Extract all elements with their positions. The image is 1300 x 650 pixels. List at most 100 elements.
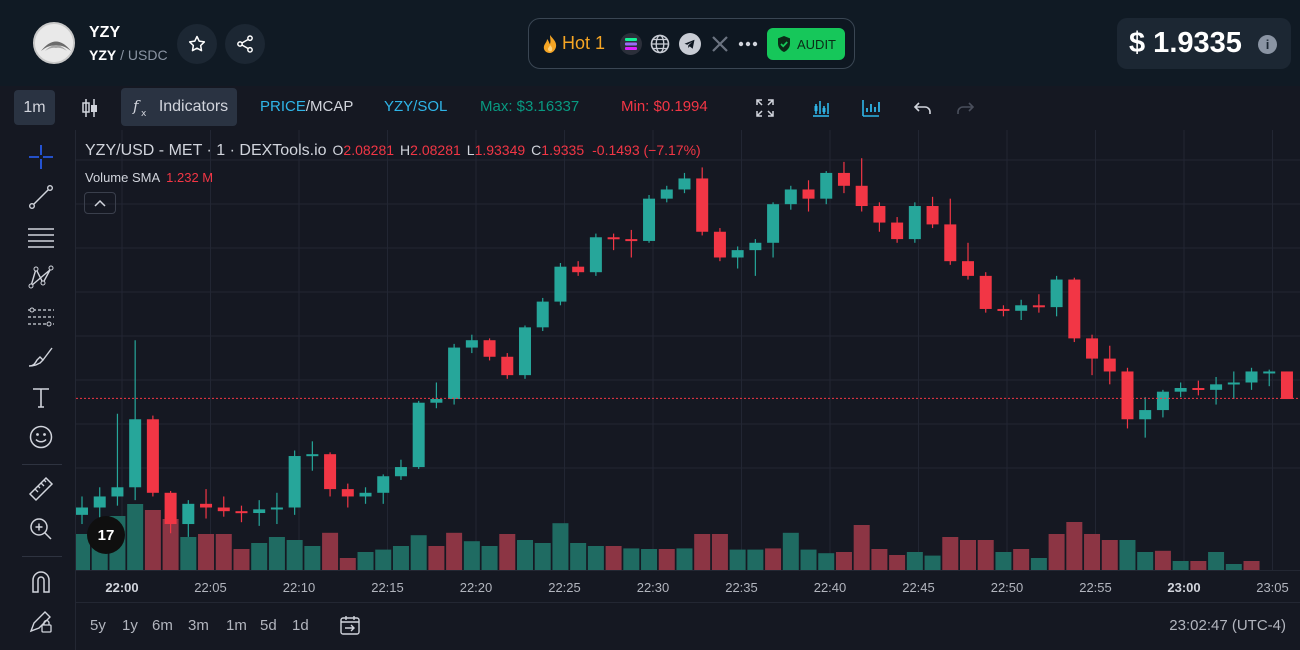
volume-bar [1225, 564, 1242, 570]
range-button-5y[interactable]: 5y [90, 617, 106, 634]
text-tool-icon[interactable] [26, 382, 56, 412]
more-options-icon[interactable] [737, 33, 759, 55]
solana-icon[interactable] [620, 33, 642, 55]
candle-body [1015, 305, 1028, 311]
time-axis-label: 22:10 [282, 580, 316, 595]
candle-body [430, 399, 443, 403]
candle-body [324, 454, 337, 490]
crosshair-icon[interactable] [26, 142, 56, 172]
candle-body [377, 476, 390, 493]
volume-bar [1190, 561, 1207, 570]
range-button-1m[interactable]: 1m [226, 617, 247, 634]
volume-bar [215, 534, 232, 570]
candle-body [837, 172, 850, 186]
time-axis[interactable]: 22:00 22:05 22:10 22:15 22:20 22:25 22:30 22:35… [76, 570, 1300, 602]
globe-icon[interactable] [649, 33, 671, 55]
volume-bar [587, 546, 604, 570]
horizontal-lines-icon[interactable] [26, 222, 56, 252]
candle-body [200, 503, 213, 508]
candle-type-icon[interactable] [78, 96, 102, 120]
favorite-button[interactable] [177, 24, 217, 64]
candle [1068, 277, 1081, 343]
candlestick-chart[interactable] [76, 130, 1300, 570]
candle [767, 202, 780, 258]
volume-bar [1172, 561, 1189, 570]
magnet-icon[interactable] [26, 566, 56, 596]
redo-icon[interactable] [953, 96, 977, 120]
candle-body [536, 301, 549, 328]
lock-drawing-icon[interactable] [26, 606, 56, 636]
timezone-clock[interactable]: 23:02:47 (UTC-4) [1169, 617, 1286, 634]
interval-button[interactable]: 1m [14, 90, 55, 125]
pattern-icon[interactable] [26, 262, 56, 292]
pair-toggle[interactable]: YZY/SOL [384, 98, 448, 115]
calendar-goto-icon[interactable] [338, 613, 362, 637]
range-button-1y[interactable]: 1y [122, 617, 138, 634]
volume-bar [198, 534, 215, 570]
audit-button[interactable]: AUDIT [767, 28, 845, 60]
share-button[interactable] [225, 24, 265, 64]
volume-bar [641, 549, 658, 570]
hot-rank-badge[interactable]: Hot 1 [541, 33, 605, 54]
mcap-toggle-label: /MCAP [305, 98, 354, 115]
legend-high-key: H [400, 142, 411, 158]
volume-bar [268, 537, 285, 570]
volume-chart-icon[interactable] [859, 96, 883, 120]
candle [784, 185, 797, 210]
telegram-icon[interactable] [679, 33, 701, 55]
svg-text:f: f [132, 97, 141, 115]
candle [1121, 367, 1134, 429]
range-button-6m[interactable]: 6m [152, 617, 173, 634]
time-axis-label: 22:30 [636, 580, 670, 595]
tool-separator [22, 464, 62, 465]
candle-body [784, 189, 797, 205]
volume-bar [517, 540, 533, 570]
price-plot[interactable]: YZY/USD - MET · 1 · DEXTools.io O2.08281 H… [76, 130, 1300, 570]
candle [146, 415, 159, 497]
legend-open-key: O [332, 142, 344, 158]
candle [1174, 382, 1187, 398]
candle [820, 171, 833, 205]
candle-body [554, 266, 567, 302]
x-twitter-icon[interactable] [709, 33, 731, 55]
volume-bar [995, 552, 1012, 570]
collapse-legend-button[interactable] [84, 192, 116, 214]
candle [1227, 371, 1240, 400]
candle [306, 441, 319, 471]
volume-bar [924, 555, 941, 570]
brush-icon[interactable] [26, 342, 56, 372]
volume-bar [233, 549, 250, 570]
candle-body [448, 347, 461, 400]
candle-body [1121, 371, 1134, 420]
candle-body [643, 198, 656, 241]
volume-bar [552, 523, 569, 570]
info-icon[interactable]: i [1258, 35, 1277, 54]
price-mcap-toggle[interactable]: PRICE/MCAP [260, 98, 353, 115]
candle-body [589, 237, 602, 273]
fib-retracement-icon[interactable] [26, 302, 56, 332]
range-button-5d[interactable]: 5d [260, 617, 277, 634]
trend-line-icon[interactable] [26, 182, 56, 212]
emoji-icon[interactable] [26, 422, 56, 452]
candle-body [713, 231, 726, 258]
zoom-in-icon[interactable] [26, 514, 56, 544]
volume-bar [906, 552, 923, 570]
candle-body [76, 507, 88, 515]
fullscreen-icon[interactable] [753, 96, 777, 120]
time-axis-label: 22:45 [902, 580, 935, 595]
candle [182, 500, 195, 537]
tradingview-logo[interactable]: 17 [87, 516, 125, 554]
range-button-3m[interactable]: 3m [188, 617, 209, 634]
volume-bar [747, 549, 764, 570]
chart-style-icon[interactable] [809, 96, 833, 120]
volume-bar [1101, 540, 1118, 570]
candle-body [182, 503, 195, 525]
range-button-1d[interactable]: 1d [292, 617, 309, 634]
candle [1210, 376, 1223, 405]
undo-icon[interactable] [911, 96, 935, 120]
ruler-icon[interactable] [26, 474, 56, 504]
candle [1156, 389, 1169, 418]
volume-legend-value: 1.232 M [166, 170, 214, 185]
